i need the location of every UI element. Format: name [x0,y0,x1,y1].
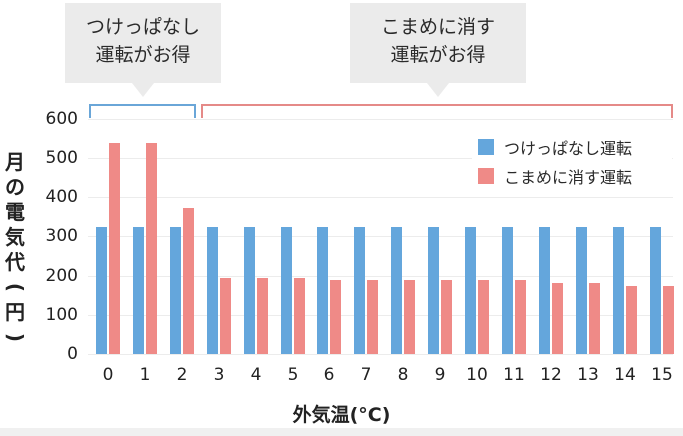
gridline [88,315,673,316]
gridline [88,197,673,198]
bar-continuous [465,227,476,354]
gridline [88,276,673,277]
y-axis-label-char: 月 [5,150,25,174]
x-tick-label: 12 [540,365,562,385]
y-axis-label: 月 の 電 気 代 ( 円 ) [2,150,28,350]
callout-continuous-better: つけっぱなし 運転がお得 [65,3,221,97]
x-tick-label: 1 [139,365,151,385]
y-axis-label-char: 代 [5,250,25,274]
x-tick-label: 14 [614,365,636,385]
x-tick-label: 9 [434,365,446,385]
y-axis-label-char: 円 [5,300,25,324]
bar-continuous [354,227,365,354]
bar-frequent-off [589,283,600,354]
x-tick-label: 11 [503,365,525,385]
bar-frequent-off [330,280,341,354]
bar-frequent-off [257,278,268,354]
bar-continuous [539,227,550,354]
gridline [88,119,673,120]
bar-continuous [96,227,107,354]
bar-continuous [281,227,292,354]
range-bracket-continuous [89,104,196,118]
footer-band [0,428,683,436]
y-tick-label: 600 [45,109,78,129]
x-tick-label: 4 [250,365,262,385]
gridline [88,354,673,355]
legend-swatch-red [478,167,494,184]
bar-frequent-off [663,286,674,354]
x-tick-label: 15 [651,365,673,385]
y-tick-label: 0 [67,344,78,364]
bar-continuous [244,227,255,354]
bar-continuous [576,227,587,354]
y-axis-label-char: 電 [5,200,25,224]
bar-continuous [613,227,624,354]
callout-line: 運転がお得 [390,44,486,66]
bar-continuous [502,227,513,354]
callout-frequent-off-better: こまめに消す 運転がお得 [350,3,526,97]
x-axis-label: 外気温(°C) [292,404,391,426]
callout-line: こまめに消す [380,16,495,38]
y-tick-label: 100 [45,305,78,325]
bar-frequent-off [404,280,415,354]
bar-frequent-off [367,280,378,354]
bar-frequent-off [183,208,194,354]
legend-label: つけっぱなし運転 [504,138,633,158]
range-bracket-frequent-off [201,104,673,118]
bar-frequent-off [294,278,305,354]
callout-line: つけっぱなし [85,16,200,38]
x-tick-label: 8 [397,365,409,385]
y-axis-label-char: の [5,175,25,199]
x-tick-label: 7 [360,365,372,385]
y-tick-label: 300 [45,226,78,246]
y-tick-label: 500 [45,148,78,168]
y-axis-label-char: 気 [5,225,25,249]
x-tick-label: 3 [213,365,225,385]
bar-frequent-off [478,280,489,354]
x-tick-label: 10 [466,365,488,385]
chart-legend: つけっぱなし運転 こまめに消す運転 [472,128,672,194]
gridline [88,236,673,237]
bar-frequent-off [220,278,231,354]
legend-swatch-blue [478,138,494,155]
bar-continuous [391,227,402,354]
x-tick-label: 6 [323,365,335,385]
bar-continuous [207,227,218,354]
bar-frequent-off [515,280,526,354]
bar-continuous [650,227,661,354]
bar-frequent-off [109,143,120,354]
x-tick-label: 13 [577,365,599,385]
bar-frequent-off [626,286,637,354]
gridline [88,158,673,159]
bar-frequent-off [441,280,452,354]
y-tick-label: 200 [45,266,78,286]
bar-continuous [133,227,144,354]
callout-line: 運転がお得 [95,44,191,66]
x-tick-label: 0 [102,365,114,385]
legend-item-frequent-off: こまめに消す運転 [478,161,666,190]
x-tick-label: 5 [287,365,299,385]
y-tick-label: 400 [45,187,78,207]
x-tick-label: 2 [176,365,188,385]
bar-frequent-off [552,283,563,354]
legend-item-continuous: つけっぱなし運転 [478,132,666,161]
bar-frequent-off [146,143,157,354]
bar-continuous [170,227,181,354]
bar-continuous [317,227,328,354]
legend-label: こまめに消す運転 [504,167,633,187]
bar-continuous [428,227,439,354]
